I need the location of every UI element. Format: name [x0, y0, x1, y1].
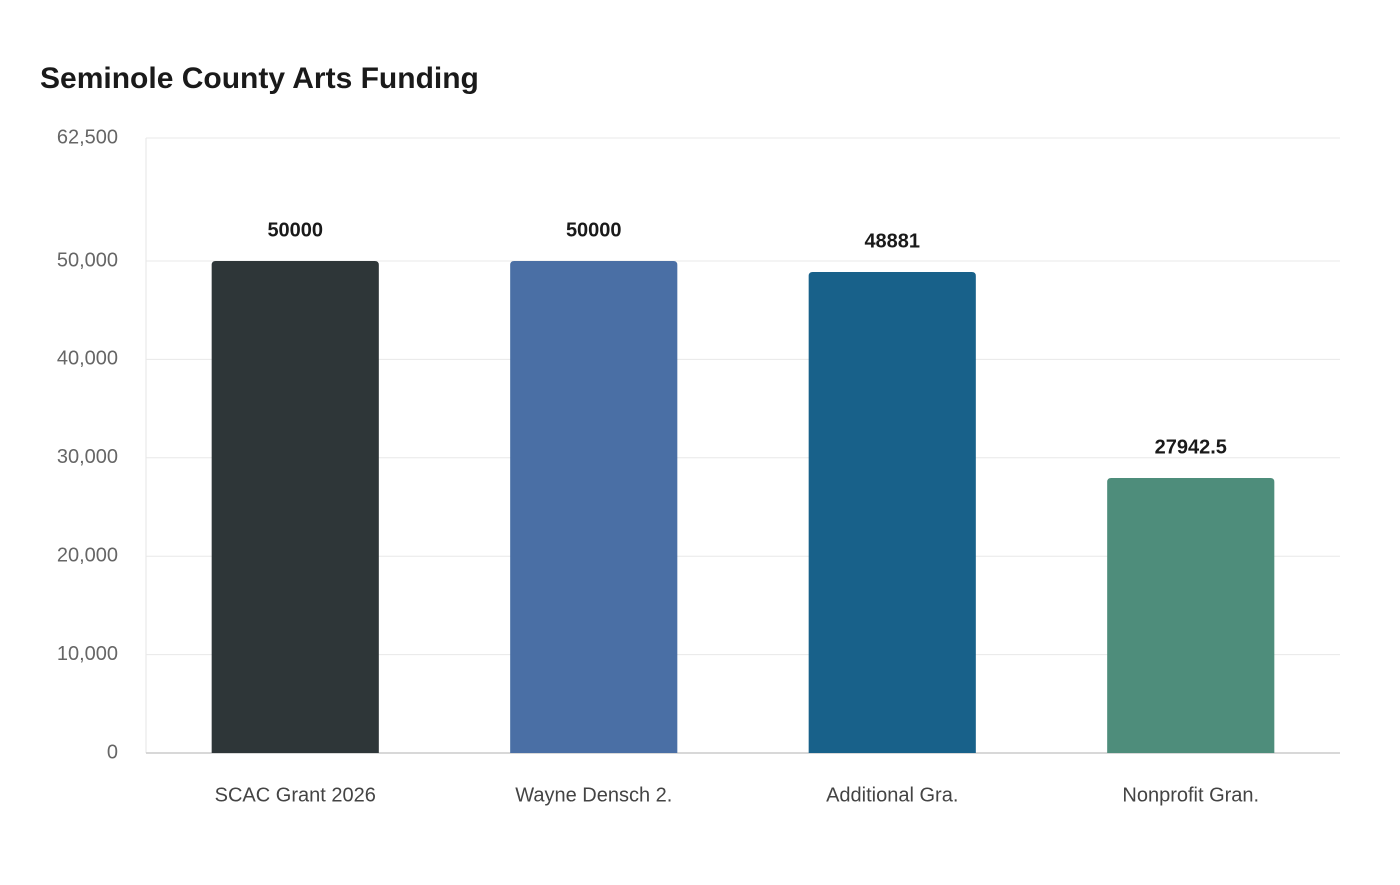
- x-tick-label: Wayne Densch 2.: [515, 784, 672, 806]
- y-tick-label: 50,000: [57, 249, 118, 271]
- y-tick-label: 30,000: [57, 446, 118, 468]
- x-tick-label: Nonprofit Gran.: [1122, 784, 1259, 806]
- data-label: 50000: [267, 219, 323, 241]
- y-tick-label: 0: [107, 741, 118, 763]
- y-tick-label: 40,000: [57, 348, 118, 370]
- data-label: 27942.5: [1155, 436, 1227, 458]
- bar: [808, 272, 976, 753]
- data-label: 48881: [864, 230, 920, 252]
- bar: [510, 261, 678, 753]
- y-tick-label: 20,000: [57, 544, 118, 566]
- bar: [211, 261, 379, 753]
- chart-title: Seminole County Arts Funding: [40, 62, 479, 95]
- data-label: 50000: [566, 219, 622, 241]
- y-tick-label: 10,000: [57, 643, 118, 665]
- x-tick-label: Additional Gra.: [826, 784, 958, 806]
- x-tick-label: SCAC Grant 2026: [215, 784, 376, 806]
- bar: [1107, 478, 1275, 753]
- y-tick-label: 62,500: [57, 126, 118, 148]
